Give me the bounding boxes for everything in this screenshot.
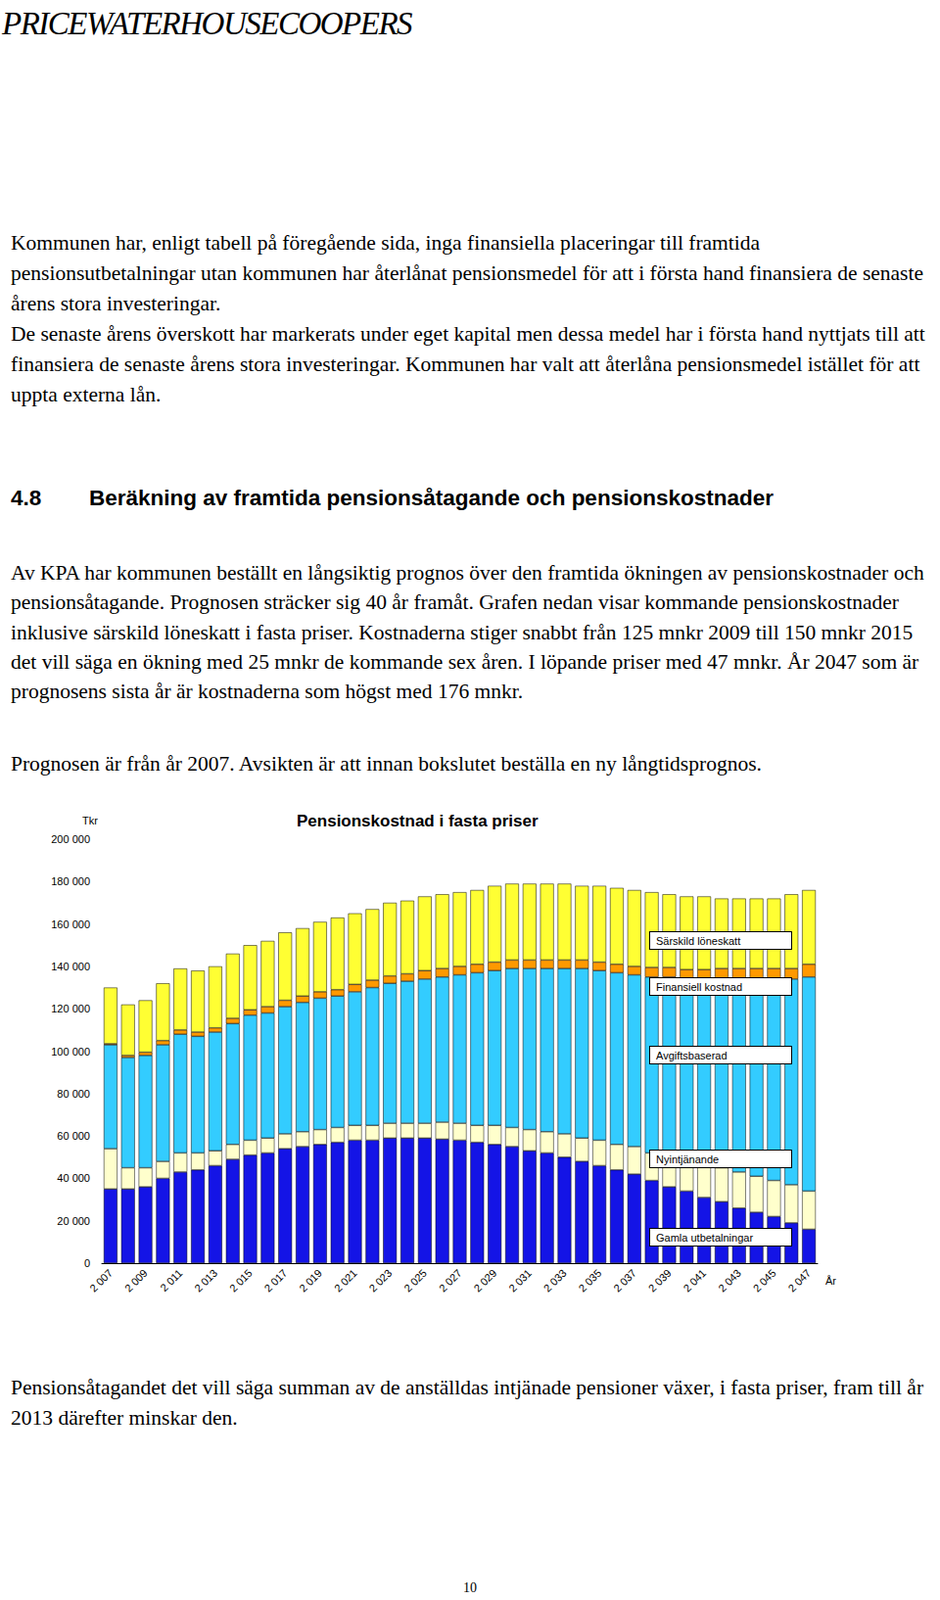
svg-text:200 000: 200 000 bbox=[50, 833, 91, 846]
svg-text:2 047: 2 047 bbox=[785, 1267, 813, 1295]
svg-text:Tkr: Tkr bbox=[82, 814, 98, 827]
html-text:De senaste årens överskott har: De senaste årens överskott har markerats… bbox=[10, 322, 926, 406]
svg-text:Gamla utbetalningar: Gamla utbetalningar bbox=[656, 1231, 753, 1244]
svg-text:20 000: 20 000 bbox=[56, 1215, 91, 1227]
svg-text:2 033: 2 033 bbox=[541, 1267, 569, 1295]
svg-text:Avgiftsbaserad: Avgiftsbaserad bbox=[656, 1049, 728, 1062]
svg-text:140 000: 140 000 bbox=[50, 960, 91, 973]
svg-text:2 007: 2 007 bbox=[87, 1267, 115, 1295]
svg-text:120 000: 120 000 bbox=[50, 1002, 91, 1015]
html-text:Av KPA har kommunen beställt e: Av KPA har kommunen beställt en långsikt… bbox=[10, 561, 925, 704]
svg-text:Särskild löneskatt: Särskild löneskatt bbox=[656, 935, 741, 947]
svg-text:2 031: 2 031 bbox=[506, 1267, 534, 1295]
svg-text:2 043: 2 043 bbox=[715, 1267, 744, 1295]
svg-text:180 000: 180 000 bbox=[50, 875, 91, 888]
svg-text:2 027: 2 027 bbox=[436, 1267, 465, 1295]
html-text:Beräkning av framtida pensions: Beräkning av framtida pensionsåtagande o… bbox=[89, 485, 774, 511]
svg-text:2 035: 2 035 bbox=[575, 1267, 604, 1295]
svg-text:2 013: 2 013 bbox=[191, 1267, 220, 1295]
svg-text:40 000: 40 000 bbox=[56, 1172, 91, 1184]
html-text:PRICEWATERHOUSECOOPERS: PRICEWATERHOUSECOOPERS bbox=[1, 5, 412, 42]
svg-text:Finansiell kostnad: Finansiell kostnad bbox=[656, 981, 743, 993]
html-text:4.8: 4.8 bbox=[10, 485, 42, 511]
svg-text:2 045: 2 045 bbox=[751, 1267, 779, 1295]
html-text:10: 10 bbox=[463, 1580, 477, 1596]
svg-text:2 009: 2 009 bbox=[122, 1267, 150, 1295]
svg-text:2 041: 2 041 bbox=[680, 1267, 708, 1295]
html-text:Pensionsåtagandet det vill säg: Pensionsåtagandet det vill säga summan a… bbox=[10, 1375, 924, 1430]
svg-text:160 000: 160 000 bbox=[50, 918, 91, 931]
svg-text:Pensionskostnad i fasta priser: Pensionskostnad i fasta priser bbox=[296, 811, 539, 831]
svg-text:2 023: 2 023 bbox=[366, 1267, 394, 1295]
svg-text:0: 0 bbox=[84, 1257, 91, 1269]
svg-text:80 000: 80 000 bbox=[56, 1087, 91, 1100]
html-text:Kommunen har, enligt tabell på: Kommunen har, enligt tabell på föregåend… bbox=[10, 231, 924, 315]
svg-text:2 021: 2 021 bbox=[331, 1267, 360, 1295]
svg-text:2 039: 2 039 bbox=[646, 1267, 674, 1295]
svg-text:2 011: 2 011 bbox=[157, 1267, 185, 1294]
svg-text:2 037: 2 037 bbox=[611, 1267, 639, 1295]
svg-text:2 025: 2 025 bbox=[401, 1267, 429, 1295]
svg-text:100 000: 100 000 bbox=[50, 1045, 91, 1058]
svg-text:År: År bbox=[825, 1274, 837, 1287]
html-text:Prognosen är från år 2007. Avs: Prognosen är från år 2007. Avsikten är a… bbox=[10, 752, 762, 776]
svg-text:2 015: 2 015 bbox=[227, 1267, 255, 1295]
svg-text:2 017: 2 017 bbox=[262, 1267, 290, 1295]
svg-text:2 029: 2 029 bbox=[470, 1267, 499, 1295]
svg-text:2 019: 2 019 bbox=[296, 1267, 325, 1295]
svg-text:60 000: 60 000 bbox=[56, 1129, 91, 1142]
svg-text:Nyintjänande: Nyintjänande bbox=[656, 1153, 719, 1166]
